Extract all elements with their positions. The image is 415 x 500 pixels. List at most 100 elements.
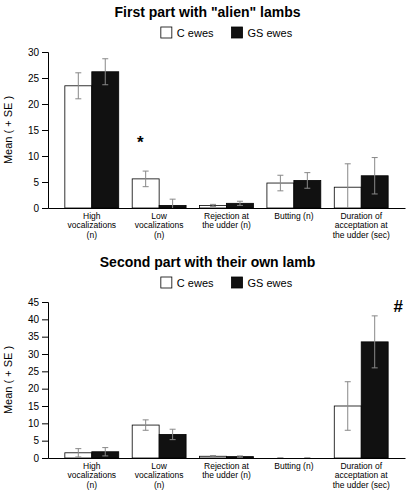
tick: Rejection atthe udder (n) [202,458,251,480]
y-axis-label: Mean ( + SE ) [2,346,14,414]
tick-label: 10 [28,151,40,162]
tick: Lowvocalizations(n) [135,458,184,490]
error-bar [102,448,108,456]
tick-label: 45 [28,297,40,308]
tick-label: 25 [28,73,40,84]
bar [92,72,119,208]
tick-label-line: the udder (sec) [333,480,390,490]
tick: 40 [28,314,48,325]
tick-mark [42,354,48,355]
error-bar [277,175,283,191]
tick: Lowvocalizations(n) [135,208,184,240]
legend-swatch [232,27,243,38]
tick-label: 25 [28,366,40,377]
y-axis: 051015202530354045 [28,297,49,464]
tick-mark [42,302,48,303]
error-bar [170,199,176,208]
tick-label: 40 [28,314,40,325]
tick: Highvocalizations(n) [67,208,116,240]
legend-item: GS ewes [232,277,293,289]
bar [267,458,294,459]
tick-label-line: Butting (n) [274,461,313,471]
tick-label: 20 [28,99,40,110]
error-bar [102,59,108,85]
legend-item: C ewes [161,277,214,289]
tick-label: Rejection atthe udder (n) [202,461,251,480]
tick: 0 [33,203,48,214]
series [92,59,388,208]
tick: 5 [33,177,48,188]
tick-label: 10 [28,418,40,429]
tick-mark [42,104,48,105]
marks [65,59,388,208]
legend-swatch [161,277,172,288]
tick: 30 [28,349,48,360]
tick-mark [42,441,48,442]
tick: 45 [28,297,48,308]
tick-label-line: the udder (sec) [333,230,390,240]
tick-label: Duration ofacceptation atthe udder (sec) [333,211,390,240]
tick-label-line: (n) [87,480,98,490]
tick-label: 15 [28,125,40,136]
tick-label: Lowvocalizations(n) [135,211,184,240]
tick-label: 5 [33,177,39,188]
y-axis-label: Mean ( + SE ) [2,96,14,164]
bar [294,458,321,459]
tick-mark [42,182,48,183]
legend: C ewes GS ewes [161,277,293,289]
legend-swatch [232,277,243,288]
tick-mark [42,389,48,390]
tick-mark [42,423,48,424]
error-bar [304,458,310,459]
error-bar [372,316,378,368]
chart-title: First part with "alien" lambs [115,4,301,20]
error-bar [210,456,216,457]
tick-label: Highvocalizations(n) [67,211,116,240]
tick: 10 [28,151,48,162]
error-bar [345,164,351,208]
legend-item: GS ewes [232,27,293,39]
axis-line [42,303,49,459]
error-bar [304,173,310,189]
marks [65,316,388,458]
tick-mark [42,371,48,372]
tick-label-line: (n) [87,230,98,240]
tick: Butting (n) [274,208,313,221]
tick-label: 5 [33,435,39,446]
chart-title: Second part with their own lamb [100,254,315,270]
error-bar [143,420,149,430]
bar [65,86,92,208]
axis-line [42,53,49,209]
error-bar [372,158,378,194]
legend-item: C ewes [161,27,214,39]
tick: 0 [33,453,48,464]
tick-mark [42,458,48,459]
tick-label-line: (n) [154,480,165,490]
tick-label: Highvocalizations(n) [67,461,116,490]
error-bar [345,382,351,431]
annotation: * [137,133,144,152]
axis-line [49,458,406,459]
bar [200,456,227,458]
panel: First part with "alien" lambs C ewes GS ew… [2,4,406,240]
tick: Rejection atthe udder (n) [202,208,251,230]
legend: C ewes GS ewes [161,27,293,39]
tick-label: Butting (n) [274,461,313,471]
tick: 20 [28,99,48,110]
panel: Second part with their own lamb C ewes GS … [2,254,406,490]
tick-label: Duration ofacceptation atthe udder (sec) [333,461,390,490]
tick: 15 [28,401,48,412]
legend-label: C ewes [177,277,214,289]
tick-mark [42,208,48,209]
plot: 0 5 10 15 20 25 30 Highvocalizations(n) Lowvocal… [2,47,406,240]
error-bar [143,171,149,187]
error-bar [75,73,81,99]
x-axis: Highvocalizations(n) Lowvocalizations(n) R… [49,458,406,490]
tick: 10 [28,418,48,429]
tick: 15 [28,125,48,136]
tick-label: 30 [28,47,40,58]
series [65,382,361,458]
tick-label: Rejection atthe udder (n) [202,211,251,230]
y-axis: 0 5 10 15 20 25 30 [28,47,49,214]
tick-label-line: the udder (n) [202,470,251,480]
